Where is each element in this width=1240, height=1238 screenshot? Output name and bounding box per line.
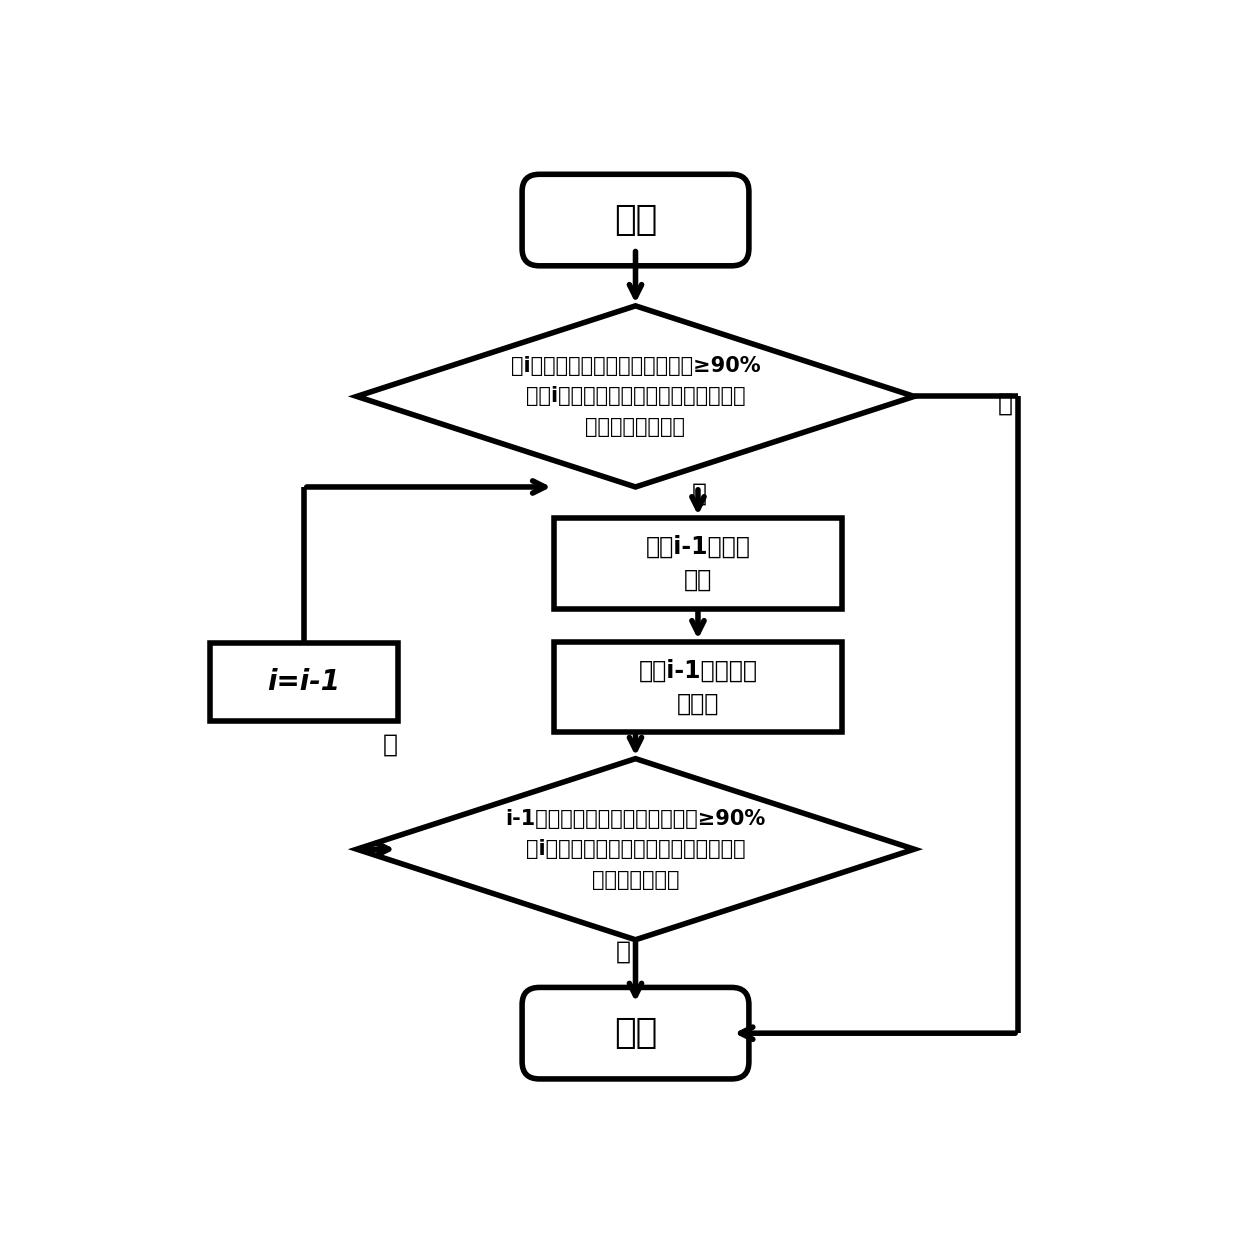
Bar <box>554 517 842 609</box>
Polygon shape <box>357 759 914 940</box>
Text: 是: 是 <box>692 482 707 505</box>
Text: 否: 否 <box>615 940 630 963</box>
FancyBboxPatch shape <box>522 175 749 266</box>
Text: 否: 否 <box>998 392 1013 416</box>
Text: 结束: 结束 <box>614 1016 657 1050</box>
Text: 是: 是 <box>383 733 398 756</box>
Text: 计算i-1机架板
形值: 计算i-1机架板 形值 <box>646 535 750 592</box>
Text: 第i机架板形执行机构弯辊实际值≥90%
且第i机架双边浪或中浪板形偏差值超出
板形控制精度要求: 第i机架板形执行机构弯辊实际值≥90% 且第i机架双边浪或中浪板形偏差值超出 板… <box>511 357 760 437</box>
Text: 开始: 开始 <box>614 203 657 236</box>
Polygon shape <box>357 306 914 487</box>
Bar <box>554 641 842 733</box>
Text: i-1机架板形执行机构弯辊实际值≥90%
且i机架双边浪或中浪板形偏差值超出板
形控制精度要求: i-1机架板形执行机构弯辊实际值≥90% 且i机架双边浪或中浪板形偏差值超出板 … <box>506 808 765 890</box>
FancyBboxPatch shape <box>522 988 749 1080</box>
Bar <box>211 644 398 722</box>
Text: 计算i-1机架弯辊
修正量: 计算i-1机架弯辊 修正量 <box>639 659 758 716</box>
Text: i=i-1: i=i-1 <box>268 669 341 697</box>
